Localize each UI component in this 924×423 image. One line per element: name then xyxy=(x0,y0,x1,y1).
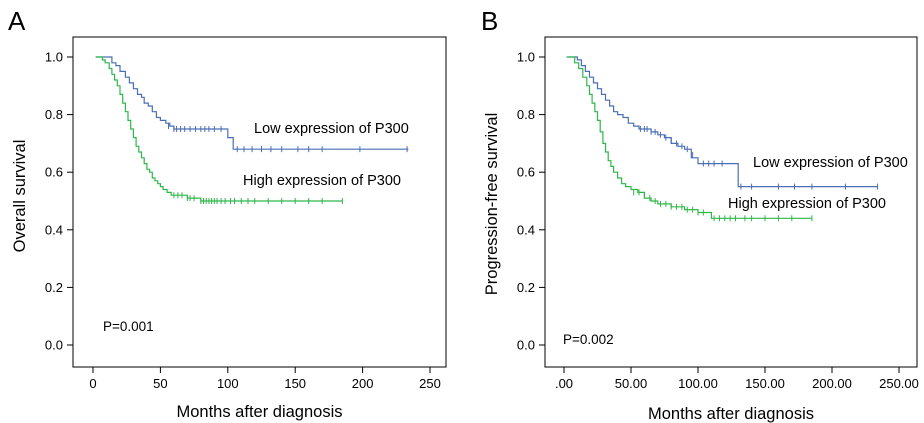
x-tick-label: 0 xyxy=(89,376,96,391)
x-tick-label: 200 xyxy=(352,376,374,391)
plot-frame-a xyxy=(72,36,447,368)
y-tick-label: 0.2 xyxy=(45,280,63,295)
x-tick-label: 100 xyxy=(217,376,239,391)
legend-label-high-a: High expression of P300 xyxy=(243,173,401,189)
x-tick-label: 250 xyxy=(419,376,441,391)
x-axis-b: .00 50.00 100.00 150.00 200.00 250.00 xyxy=(555,366,919,391)
y-tick-label: 1.0 xyxy=(517,50,535,65)
survival-curve-high-expression-a xyxy=(95,56,343,202)
x-tick-label: 150 xyxy=(284,376,306,391)
y-tick-label: 0.6 xyxy=(517,165,535,180)
y-tick-label: 0.4 xyxy=(45,222,63,237)
survival-curve-high-expression-b xyxy=(566,56,812,219)
x-tick-label: 50 xyxy=(153,376,167,391)
x-tick-label: 150.00 xyxy=(745,376,785,391)
p-value-b: P=0.002 xyxy=(563,332,614,347)
y-axis-b: 0.0 0.2 0.4 0.6 0.8 1.0 xyxy=(517,50,546,353)
y-tick-label: 0.2 xyxy=(517,280,535,295)
x-axis-title-a: Months after diagnosis xyxy=(176,403,342,421)
x-axis-title-b: Months after diagnosis xyxy=(648,405,814,423)
x-tick-label: 50.00 xyxy=(615,376,648,391)
panel-letter-a: A xyxy=(8,6,26,36)
legend-label-low-a: Low expression of P300 xyxy=(254,121,409,137)
y-tick-label: 0.4 xyxy=(517,222,535,237)
y-tick-label: 0.0 xyxy=(45,338,63,353)
y-axis-title-b: Progression-free survival xyxy=(483,113,501,295)
survival-curves-b xyxy=(566,56,879,222)
panel-letter-b: B xyxy=(481,6,498,36)
x-tick-label: .00 xyxy=(555,376,573,391)
x-tick-label: 200.00 xyxy=(812,376,852,391)
x-axis-a: 0 50 100 150 200 250 xyxy=(89,366,441,391)
legend-label-low-b: Low expression of P300 xyxy=(753,155,908,171)
y-tick-label: 1.0 xyxy=(45,50,63,65)
panel-a-overall-survival: A 0 50 100 150 200 250 0.0 0.2 0.4 0.6 0.8 1.0 Mon… xyxy=(8,6,447,421)
x-tick-label: 100.00 xyxy=(678,376,718,391)
y-tick-label: 0.8 xyxy=(517,107,535,122)
y-tick-label: 0.8 xyxy=(45,107,63,122)
y-axis-title-a: Overall survival xyxy=(11,140,29,253)
x-tick-label: 250.00 xyxy=(879,376,919,391)
p-value-a: P=0.001 xyxy=(103,319,154,334)
panel-b-progression-free-survival: B .00 50.00 100.00 150.00 200.00 250.00 0.00.… xyxy=(481,6,919,423)
y-axis-a: 0.0 0.2 0.4 0.6 0.8 1.0 xyxy=(45,50,74,353)
y-tick-label: 0.0 xyxy=(517,338,535,353)
survival-curves-a xyxy=(95,56,409,204)
legend-label-high-b: High expression of P300 xyxy=(728,196,886,212)
y-tick-label: 0.6 xyxy=(45,165,63,180)
survival-curve-low-expression-a xyxy=(95,56,409,150)
